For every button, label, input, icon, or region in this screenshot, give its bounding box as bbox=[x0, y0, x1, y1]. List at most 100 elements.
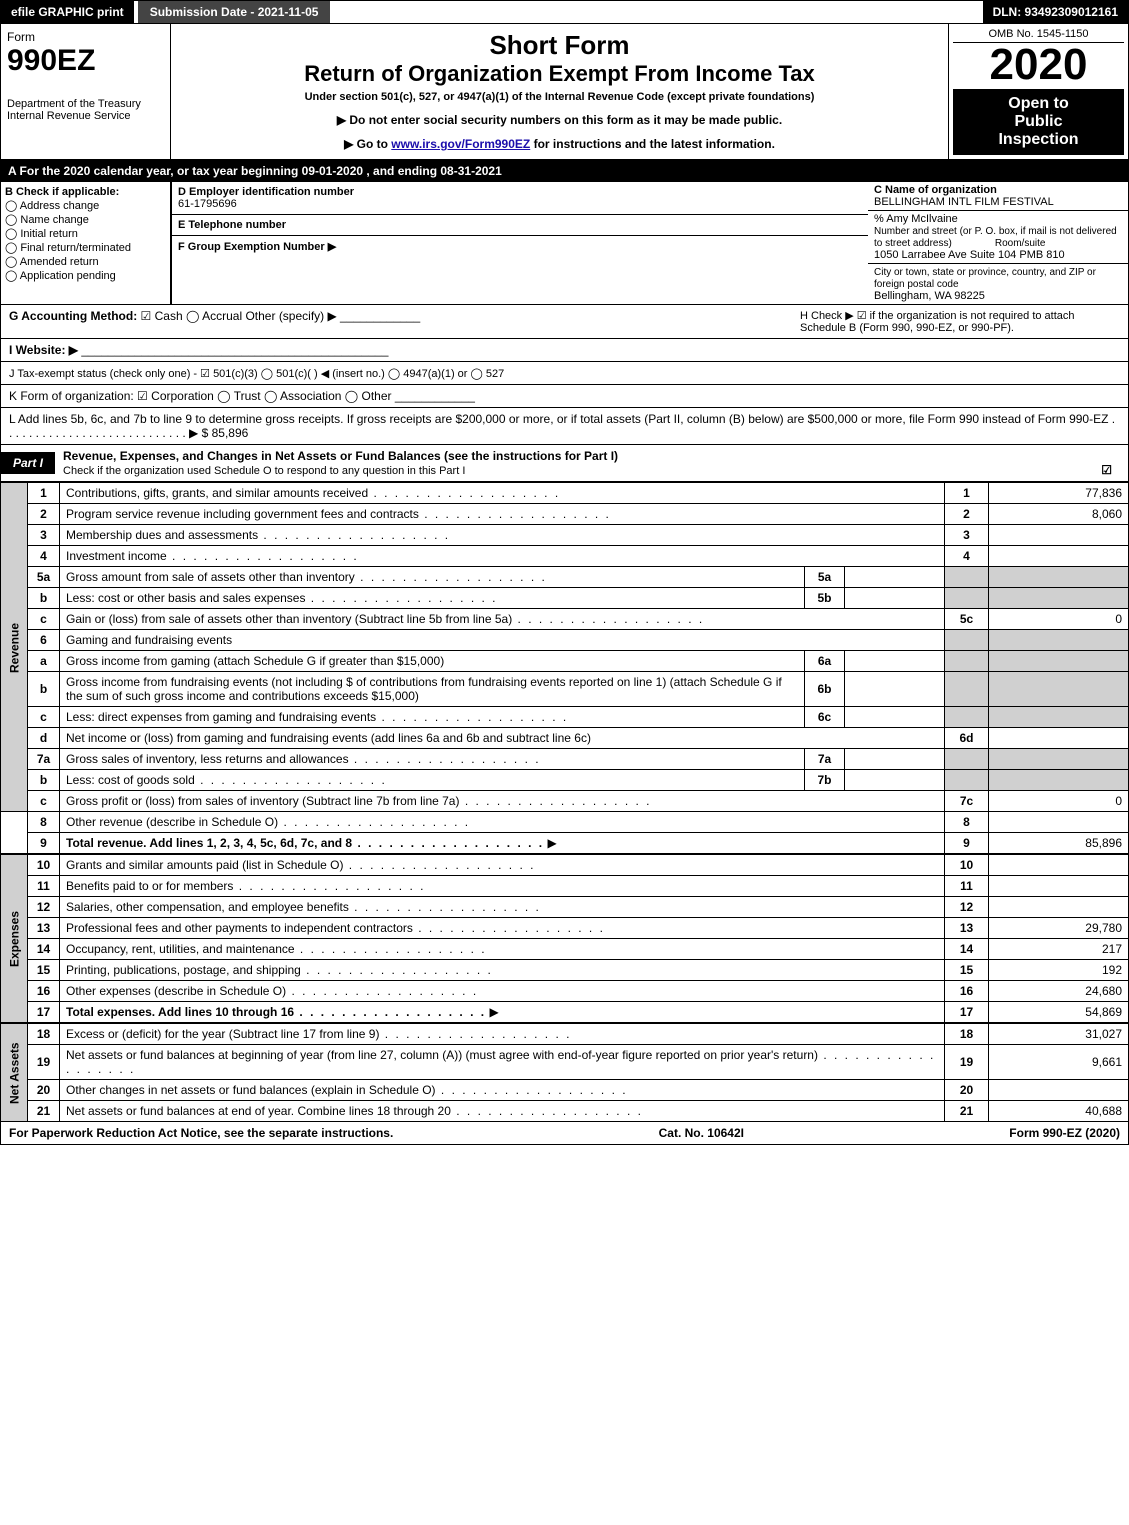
line-9-no: 9 bbox=[28, 833, 60, 854]
line-6c-shade2 bbox=[989, 707, 1129, 728]
line-6c-text: Less: direct expenses from gaming and fu… bbox=[60, 707, 805, 728]
line-17-amt: 54,869 bbox=[989, 1002, 1129, 1023]
line-20-amt bbox=[989, 1080, 1129, 1101]
irs-link[interactable]: www.irs.gov/Form990EZ bbox=[391, 137, 530, 151]
line-4-amt bbox=[989, 546, 1129, 567]
k-text: K Form of organization: ☑ Corporation ◯ … bbox=[9, 389, 392, 403]
line-6b-shade bbox=[945, 672, 989, 707]
line-21-num: 21 bbox=[945, 1101, 989, 1122]
row-g-h: G Accounting Method: Cash Accrual Other … bbox=[0, 305, 1129, 339]
d-label: D Employer identification number bbox=[178, 186, 354, 198]
line-7b-subamt bbox=[845, 770, 945, 791]
header-center: Short Form Return of Organization Exempt… bbox=[171, 24, 948, 159]
line-5a-shade2 bbox=[989, 567, 1129, 588]
row-i-website: I Website: ▶ ___________________________… bbox=[0, 339, 1129, 362]
line-6d-num: 6d bbox=[945, 728, 989, 749]
line-6a-shade2 bbox=[989, 651, 1129, 672]
line-1-amt: 77,836 bbox=[989, 483, 1129, 504]
line-9-text: Total revenue. Add lines 1, 2, 3, 4, 5c,… bbox=[60, 833, 945, 854]
line-15-num: 15 bbox=[945, 960, 989, 981]
expenses-table: Expenses 10 Grants and similar amounts p… bbox=[0, 854, 1129, 1023]
line-17-text: Total expenses. Add lines 10 through 16 … bbox=[60, 1002, 945, 1023]
accounting-method: G Accounting Method: Cash Accrual Other … bbox=[9, 309, 800, 334]
goto-post: for instructions and the latest informat… bbox=[534, 137, 775, 151]
line-17-num: 17 bbox=[945, 1002, 989, 1023]
line-8-amt bbox=[989, 812, 1129, 833]
form-word: Form bbox=[7, 30, 164, 44]
tax-year: 2020 bbox=[953, 43, 1124, 87]
line-5a-no: 5a bbox=[28, 567, 60, 588]
accounting-accrual[interactable]: Accrual bbox=[186, 309, 242, 323]
line-18-num: 18 bbox=[945, 1024, 989, 1045]
line-7a-shade2 bbox=[989, 749, 1129, 770]
submission-date-label: Submission Date - 2021-11-05 bbox=[138, 1, 331, 23]
line-15-no: 15 bbox=[28, 960, 60, 981]
line-2-num: 2 bbox=[945, 504, 989, 525]
line-14-amt: 217 bbox=[989, 939, 1129, 960]
line-11-amt bbox=[989, 876, 1129, 897]
g-label: G Accounting Method: bbox=[9, 309, 137, 323]
section-h-schedule-b: H Check ▶ ☑ if the organization is not r… bbox=[800, 309, 1120, 334]
line-3-amt bbox=[989, 525, 1129, 546]
check-initial-return[interactable]: Initial return bbox=[5, 227, 166, 240]
check-final-return[interactable]: Final return/terminated bbox=[5, 241, 166, 254]
open-to-line2: Public bbox=[957, 113, 1120, 131]
line-6c-no: c bbox=[28, 707, 60, 728]
check-amended-return[interactable]: Amended return bbox=[5, 255, 166, 268]
line-4-num: 4 bbox=[945, 546, 989, 567]
revenue-table: Revenue 1 Contributions, gifts, grants, … bbox=[0, 482, 1129, 854]
line-18-amt: 31,027 bbox=[989, 1024, 1129, 1045]
line-6-shade2 bbox=[989, 630, 1129, 651]
org-name: BELLINGHAM INTL FILM FESTIVAL bbox=[874, 196, 1054, 208]
line-20-num: 20 bbox=[945, 1080, 989, 1101]
line-10-num: 10 bbox=[945, 855, 989, 876]
line-4-no: 4 bbox=[28, 546, 60, 567]
line-13-amt: 29,780 bbox=[989, 918, 1129, 939]
part1-header: Part I Revenue, Expenses, and Changes in… bbox=[0, 445, 1129, 482]
line-6d-amt bbox=[989, 728, 1129, 749]
no-ssn-warning: ▶ Do not enter social security numbers o… bbox=[181, 113, 938, 127]
line-16-text: Other expenses (describe in Schedule O) bbox=[60, 981, 945, 1002]
c-label: C Name of organization bbox=[874, 184, 997, 196]
line-10-no: 10 bbox=[28, 855, 60, 876]
line-19-text: Net assets or fund balances at beginning… bbox=[60, 1045, 945, 1080]
accounting-other[interactable]: Other (specify) ▶ bbox=[245, 309, 336, 323]
line-3-text: Membership dues and assessments bbox=[60, 525, 945, 546]
line-14-num: 14 bbox=[945, 939, 989, 960]
check-application-pending[interactable]: Application pending bbox=[5, 269, 166, 282]
line-1-no: 1 bbox=[28, 483, 60, 504]
line-21-text: Net assets or fund balances at end of ye… bbox=[60, 1101, 945, 1122]
section-b-label: B Check if applicable: bbox=[5, 186, 119, 198]
part1-title: Revenue, Expenses, and Changes in Net As… bbox=[55, 445, 1128, 481]
line-1-text: Contributions, gifts, grants, and simila… bbox=[60, 483, 945, 504]
city-value: Bellingham, WA 98225 bbox=[874, 290, 985, 302]
line-16-no: 16 bbox=[28, 981, 60, 1002]
e-label: E Telephone number bbox=[178, 219, 286, 231]
org-info-grid: B Check if applicable: Address change Na… bbox=[0, 182, 1129, 305]
line-14-no: 14 bbox=[28, 939, 60, 960]
accounting-cash[interactable]: Cash bbox=[141, 309, 183, 323]
check-name-change[interactable]: Name change bbox=[5, 213, 166, 226]
line-7b-text: Less: cost of goods sold bbox=[60, 770, 805, 791]
line-5b-no: b bbox=[28, 588, 60, 609]
row-l-gross-receipts: L Add lines 5b, 6c, and 7b to line 9 to … bbox=[0, 408, 1129, 445]
line-5b-subamt bbox=[845, 588, 945, 609]
line-17-no: 17 bbox=[28, 1002, 60, 1023]
dln-label: DLN: 93492309012161 bbox=[983, 1, 1128, 23]
line-14-text: Occupancy, rent, utilities, and maintena… bbox=[60, 939, 945, 960]
line-6-no: 6 bbox=[28, 630, 60, 651]
line-7c-amt: 0 bbox=[989, 791, 1129, 812]
line-9-amt: 85,896 bbox=[989, 833, 1129, 854]
line-7b-shade2 bbox=[989, 770, 1129, 791]
line-8-text: Other revenue (describe in Schedule O) bbox=[60, 812, 945, 833]
efile-print-label: efile GRAPHIC print bbox=[1, 1, 134, 23]
row-j-tax-status: J Tax-exempt status (check only one) - ☑… bbox=[0, 362, 1129, 385]
check-address-change[interactable]: Address change bbox=[5, 199, 166, 212]
i-label: I Website: ▶ bbox=[9, 343, 78, 357]
line-6a-text: Gross income from gaming (attach Schedul… bbox=[60, 651, 805, 672]
street-address: 1050 Larrabee Ave Suite 104 PMB 810 bbox=[874, 249, 1065, 261]
footer-form-ref: Form 990-EZ (2020) bbox=[1009, 1126, 1120, 1140]
section-e: E Telephone number bbox=[172, 215, 868, 236]
line-18-no: 18 bbox=[28, 1024, 60, 1045]
open-to-line1: Open to bbox=[957, 95, 1120, 113]
